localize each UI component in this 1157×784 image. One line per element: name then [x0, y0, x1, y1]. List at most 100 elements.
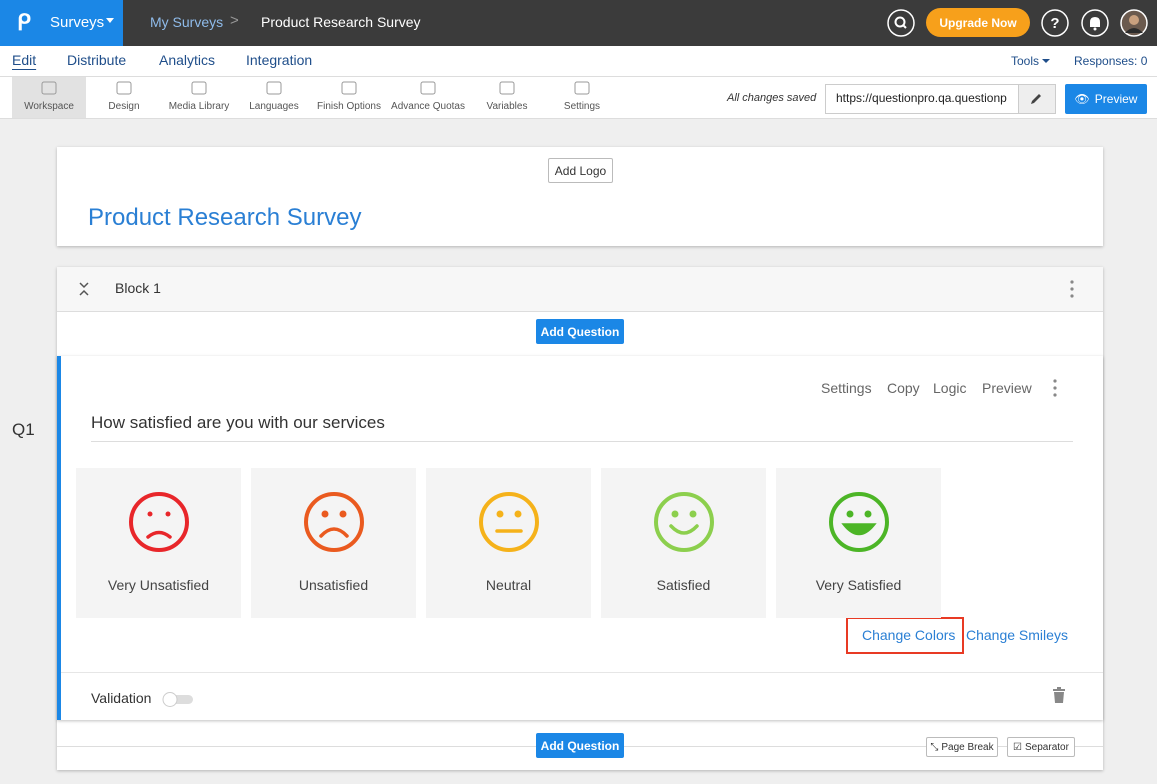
app-name[interactable]: Surveys	[50, 14, 105, 31]
toolbar-item[interactable]: Design	[108, 101, 140, 112]
change-smileys-link[interactable]: Change Smileys	[966, 627, 1068, 643]
caret	[106, 18, 114, 23]
toolbar-item[interactable]: Workspace	[24, 101, 74, 112]
tab[interactable]: Distribute	[67, 52, 127, 68]
icon-shape	[341, 81, 357, 95]
icon-shape	[420, 81, 436, 95]
svg-text:?: ?	[1050, 15, 1059, 32]
toolbar-item[interactable]: Finish Options	[317, 101, 381, 112]
survey-title[interactable]: Product Research Survey	[88, 204, 362, 231]
notifications-button[interactable]	[1080, 8, 1110, 38]
page-break-button[interactable]: ⤡ Page Break	[926, 737, 998, 757]
validation-toggle[interactable]	[160, 690, 196, 708]
question-number: Q1	[12, 420, 35, 439]
divider	[91, 441, 1073, 442]
eye	[147, 511, 152, 517]
separator-button[interactable]: ☑ Separator	[1007, 737, 1075, 757]
eye	[514, 510, 521, 518]
eye	[671, 510, 678, 518]
tabs-bar	[0, 46, 1157, 77]
toolbar-item[interactable]: Media Library	[168, 101, 230, 112]
toolbar-item[interactable]: Advance Quotas	[391, 101, 465, 112]
eye	[496, 510, 503, 518]
toolbar-icon	[499, 81, 515, 95]
eye	[689, 510, 696, 518]
collapse-icon[interactable]	[77, 280, 91, 298]
question-action[interactable]: Copy	[887, 380, 920, 396]
tab[interactable]: Analytics	[159, 52, 216, 68]
breadcrumb-link[interactable]: My Surveys	[150, 14, 224, 30]
toolbar-item[interactable]: Languages	[249, 101, 299, 112]
add-question-button[interactable]: Add Question	[536, 733, 624, 758]
icon-shape	[574, 81, 590, 95]
option-label: Unsatisfied	[298, 577, 369, 593]
face-outline	[303, 492, 364, 552]
question-action[interactable]: Preview	[982, 380, 1032, 396]
toolbar-icon	[41, 81, 57, 95]
pencil-icon	[1031, 94, 1041, 104]
smiley-face	[128, 492, 189, 552]
icon-shape	[191, 81, 207, 95]
add-logo-button[interactable]: Add Logo	[548, 158, 613, 183]
eye	[165, 511, 170, 517]
change-colors-link[interactable]: Change Colors	[862, 627, 956, 643]
eye	[321, 510, 328, 518]
responses-count[interactable]: Responses: 0	[1074, 54, 1148, 68]
toolbar-icon	[420, 81, 436, 95]
caret	[1042, 59, 1050, 63]
toolbar-item[interactable]: Settings	[563, 101, 601, 112]
validation-label: Validation	[91, 690, 152, 706]
search-button[interactable]	[886, 8, 916, 38]
face-outline	[478, 492, 539, 552]
preview-label: Preview	[1094, 92, 1138, 106]
tools-menu[interactable]: Tools	[1011, 54, 1040, 68]
toolbar-icon	[116, 81, 132, 95]
smiley-face	[653, 492, 714, 552]
mouth	[840, 523, 877, 536]
icon-shape	[41, 81, 57, 95]
eye-icon: 👁	[1074, 92, 1090, 106]
toolbar-item[interactable]: Variables	[486, 101, 528, 112]
breadcrumb-current: Product Research Survey	[261, 14, 421, 30]
help-button[interactable]: ?	[1040, 8, 1070, 38]
divider	[61, 672, 1103, 673]
option-label: Neutral	[485, 577, 532, 593]
toolbar-icon	[574, 81, 590, 95]
eye	[339, 510, 346, 518]
option-label: Very Satisfied	[815, 577, 902, 593]
label: Page Break	[941, 741, 994, 753]
option-label: Very Unsatisfied	[107, 577, 210, 593]
save-status: All changes saved	[727, 92, 817, 104]
icon-shape	[116, 81, 132, 95]
app-menu[interactable]	[0, 0, 123, 46]
toolbar-icon	[341, 81, 357, 95]
mouth	[318, 527, 349, 538]
breadcrumb-sep: >	[230, 12, 239, 29]
block-menu[interactable]	[1066, 279, 1078, 299]
preview-button[interactable]: 👁 Preview	[1065, 84, 1147, 114]
face-outline	[828, 492, 889, 552]
delete-icon[interactable]	[1052, 687, 1066, 703]
toolbar-active	[12, 77, 86, 118]
option-label: Satisfied	[656, 577, 711, 593]
smiley-face	[478, 492, 539, 552]
question-action[interactable]: Logic	[933, 380, 967, 396]
add-question-button[interactable]: Add Question	[536, 319, 624, 344]
url-box[interactable]	[825, 84, 1056, 114]
question-text[interactable]: How satisfied are you with our services	[91, 413, 385, 432]
block-header	[57, 267, 1103, 312]
icon-shape	[266, 81, 282, 95]
face-outline	[653, 492, 714, 552]
upgrade-button[interactable]: Upgrade Now	[926, 8, 1030, 37]
face-outline	[128, 492, 189, 552]
highlight-box	[846, 617, 964, 654]
smiley-face	[828, 492, 889, 552]
avatar[interactable]	[1119, 8, 1149, 38]
question-action[interactable]: Settings	[821, 380, 872, 396]
tab[interactable]: Integration	[246, 52, 313, 68]
tab[interactable]: Edit	[12, 52, 37, 68]
survey-url[interactable]: https://questionpro.qa.questionp	[836, 91, 1007, 105]
mouth	[145, 530, 172, 539]
question-menu[interactable]	[1049, 378, 1061, 398]
mouth	[668, 524, 699, 535]
